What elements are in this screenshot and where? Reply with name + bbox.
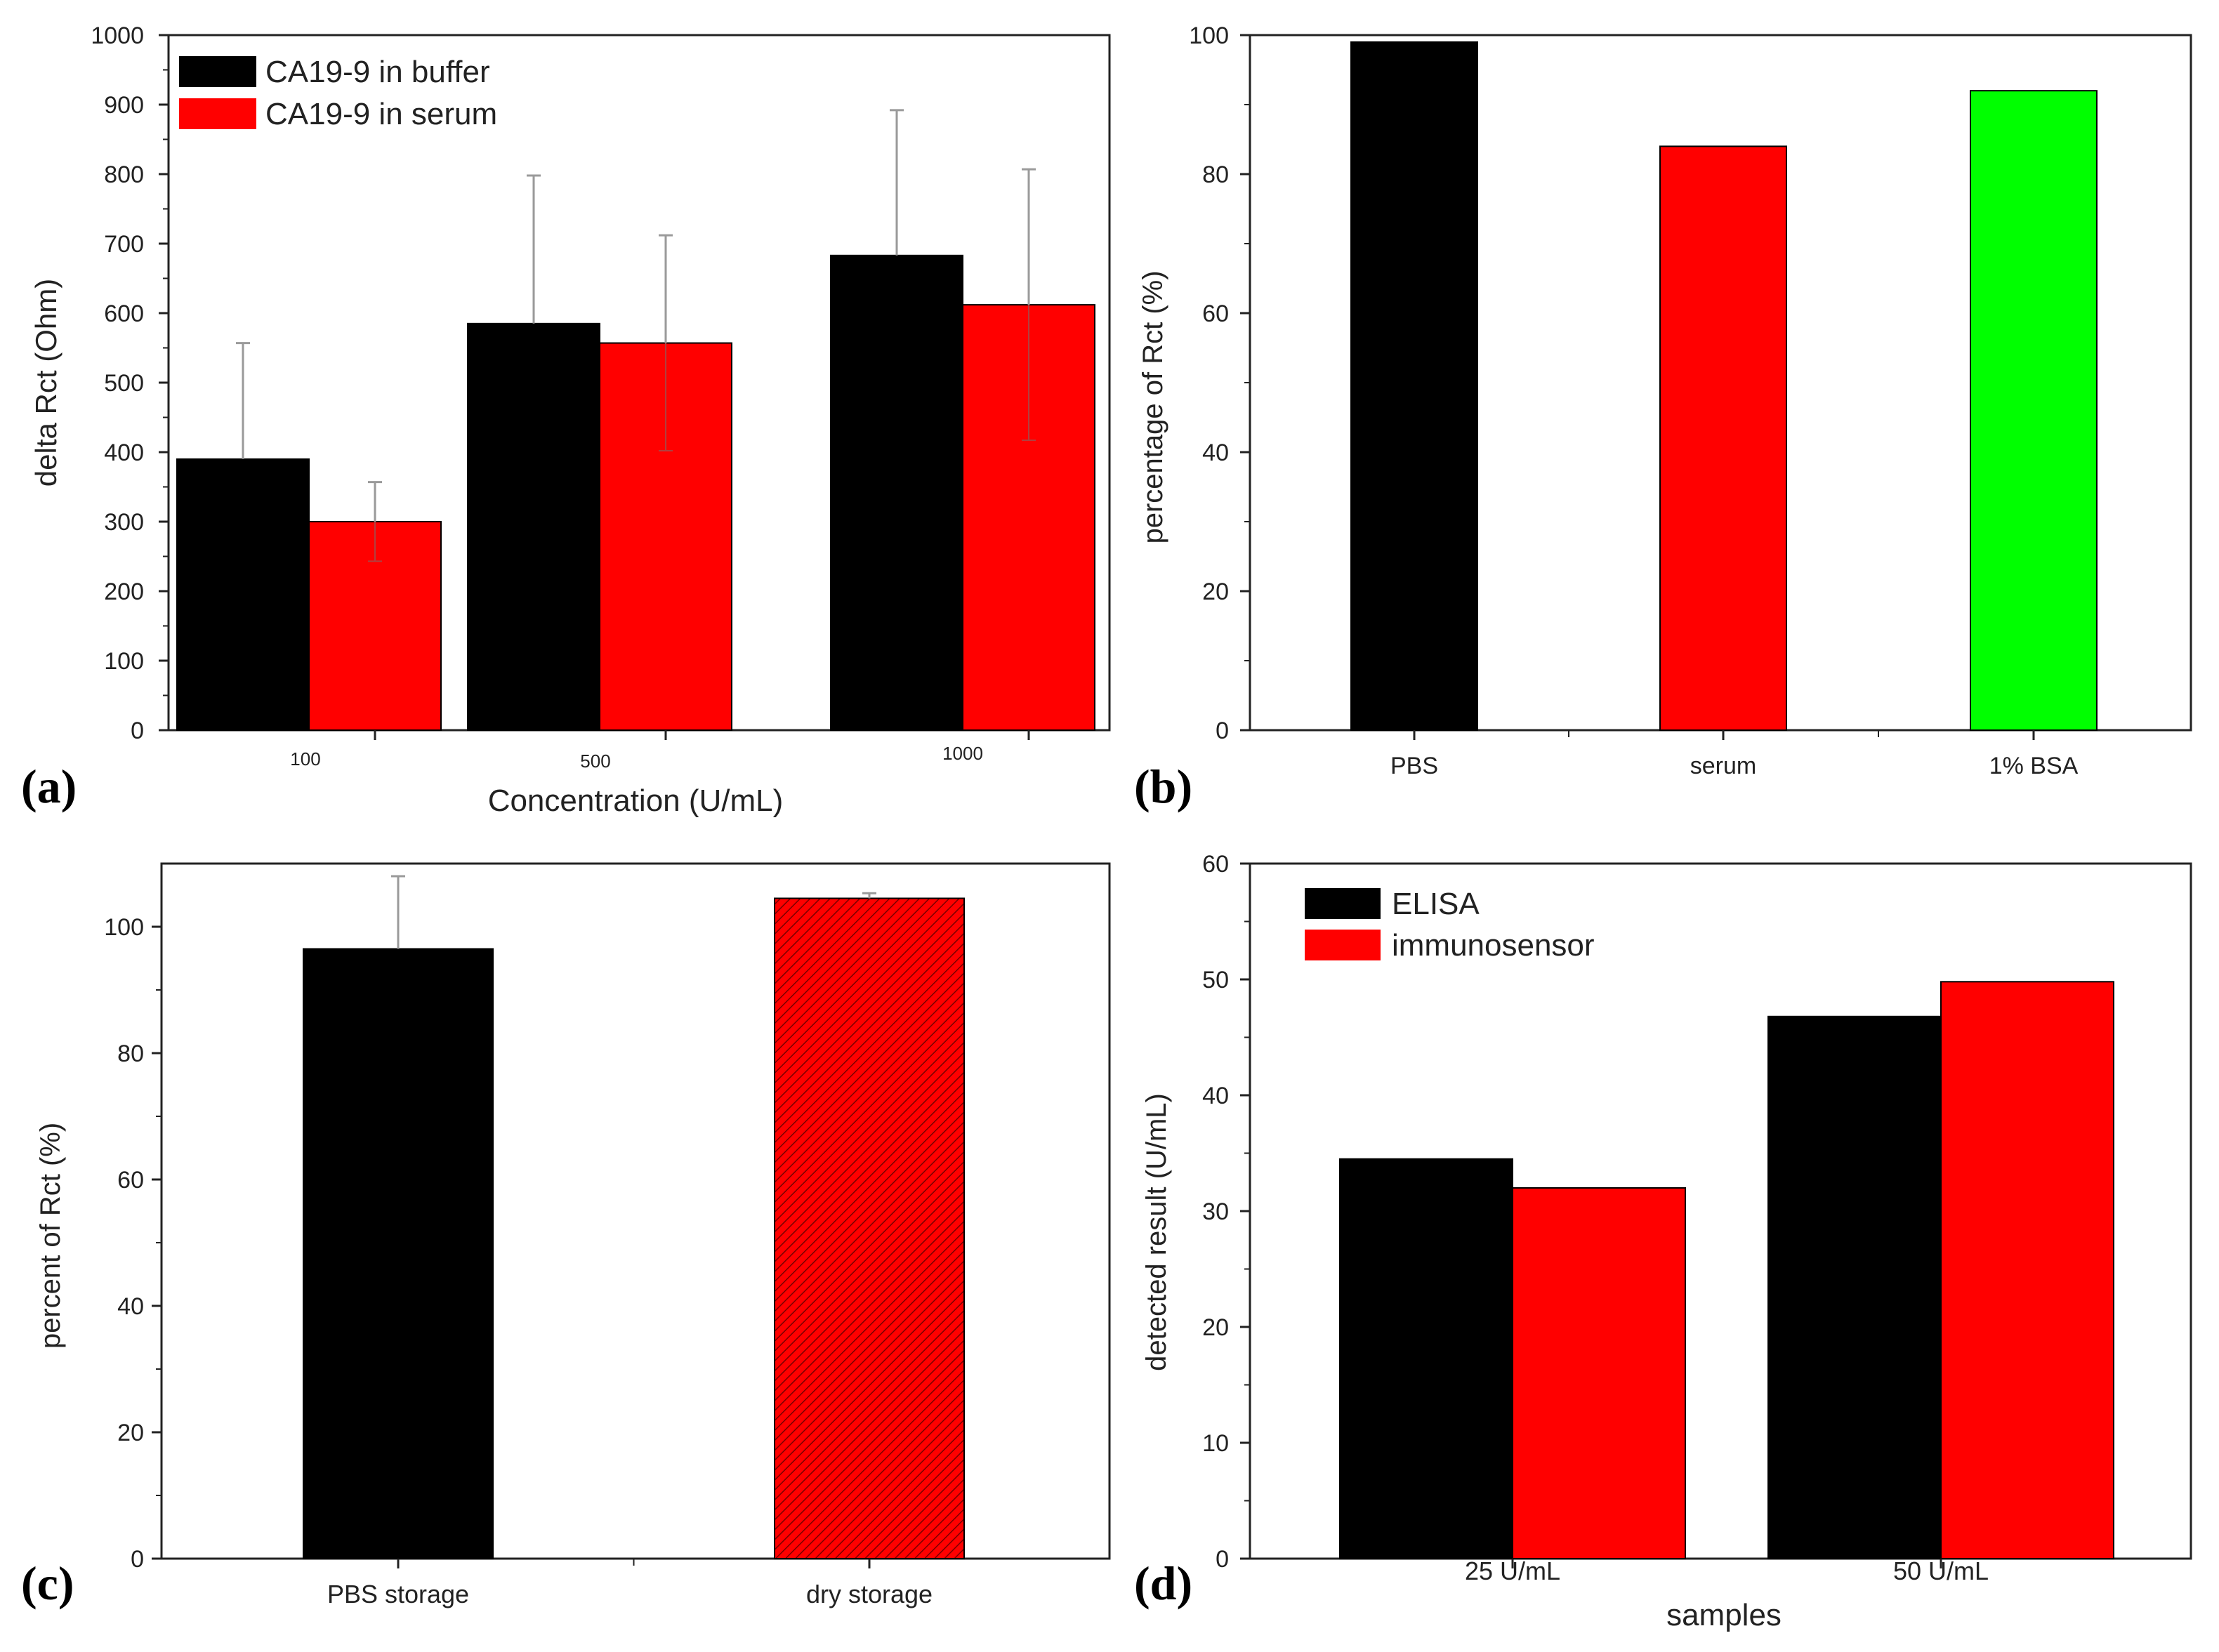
panel-a-y-tick-label: 200 (104, 579, 144, 605)
panel-b: 0 20 40 60 80 100 PBS serum 1% BSA percentage o… (1134, 22, 2192, 813)
legend-swatch-serum (179, 98, 256, 129)
panel-a-y-tick-label: 500 (104, 370, 144, 397)
panel-d-y-axis-label: detected result (U/mL) (1141, 1093, 1172, 1371)
panel-b-bar-0 (1350, 41, 1478, 731)
panel-b-y-tick-label: 100 (1189, 22, 1229, 49)
panel-b-letter: (b) (1134, 760, 1192, 813)
panel-a-bar-0-0 (176, 458, 310, 732)
panel-d: 0 10 20 30 40 50 60 25 U/mL 50 U/mL ELISA immun… (1134, 851, 2192, 1632)
panel-a-x-ticks: 100 500 1000 (290, 730, 1030, 772)
panel-d-y-tick-label: 30 (1202, 1198, 1229, 1225)
panel-d-bar-0-1 (1767, 1015, 1942, 1560)
legend-label-serum: CA19-9 in serum (265, 97, 497, 131)
panel-d-bar-0-0 (1339, 1158, 1513, 1559)
panel-a-x-tick-label: 100 (290, 748, 320, 769)
panel-c-y-tick-label: 0 (131, 1546, 144, 1573)
panel-d-y-tick-label: 50 (1202, 967, 1229, 993)
panel-a-y-tick-label: 300 (104, 509, 144, 536)
panel-c-y-axis-label: percent of Rct (%) (35, 1123, 66, 1349)
panel-a-y-tick-label: 100 (104, 648, 144, 675)
panel-d-y-tick-label: 0 (1216, 1546, 1229, 1573)
panel-b-bar-2 (1970, 90, 2098, 731)
panel-c-x-tick-label: PBS storage (327, 1580, 469, 1608)
panel-b-x-ticks: PBS serum 1% BSA (1390, 730, 2079, 779)
panel-a-y-tick-label: 0 (131, 718, 144, 744)
panel-c-x-ticks: PBS storage dry storage (327, 1559, 933, 1608)
panel-a-y-tick-label: 900 (104, 92, 144, 119)
panel-a-y-tick-label: 400 (104, 440, 144, 466)
panel-a-x-axis-label: Concentration (U/mL) (488, 784, 784, 818)
panel-d-x-tick-label: 25 U/mL (1465, 1557, 1560, 1585)
panel-d-letter: (d) (1134, 1557, 1192, 1610)
panel-b-y-tick-label: 20 (1202, 579, 1229, 605)
panel-b-x-tick-label: PBS (1390, 753, 1438, 779)
panel-c-y-tick-label: 80 (117, 1040, 144, 1067)
panel-d-bar-1-0 (1512, 1187, 1686, 1559)
panel-b-x-tick-label: serum (1690, 753, 1756, 779)
panel-d-y-tick-label: 60 (1202, 851, 1229, 878)
panel-c-letter: (c) (21, 1557, 74, 1610)
panel-a-x-tick-label: 1000 (942, 743, 983, 764)
panel-d-bar-1-1 (1940, 981, 2114, 1560)
legend-label-elisa: ELISA (1392, 887, 1480, 921)
panel-c: 0 20 40 60 80 100 PBS storage dry storage perc… (21, 862, 1111, 1610)
legend-swatch-elisa (1305, 888, 1381, 919)
panel-c-bar-1 (774, 897, 965, 1559)
panel-c-y-tick-label: 40 (117, 1293, 144, 1320)
panel-d-y-tick-label: 10 (1202, 1430, 1229, 1457)
panel-d-x-tick-label: 50 U/mL (1893, 1557, 1989, 1585)
legend-swatch-immunosensor (1305, 930, 1381, 960)
panel-b-marks (1350, 41, 2098, 731)
panel-b-y-ticks: 0 20 40 60 80 100 (1189, 22, 1250, 744)
panel-d-legend: ELISA immunosensor (1305, 887, 1595, 963)
panel-d-marks (1339, 981, 2114, 1560)
panel-c-plot-frame (160, 862, 1111, 1560)
panel-a-marks (176, 109, 1095, 732)
panel-c-y-tick-label: 20 (117, 1420, 144, 1446)
panel-d-y-tick-label: 40 (1202, 1083, 1229, 1109)
panel-a-y-tick-label: 700 (104, 231, 144, 258)
panel-a-y-tick-label: 600 (104, 300, 144, 327)
panel-b-y-tick-label: 60 (1202, 300, 1229, 327)
panel-b-y-tick-label: 40 (1202, 440, 1229, 466)
panel-c-y-tick-label: 60 (117, 1167, 144, 1194)
panel-a-y-ticks: 0 100 200 300 400 500 600 700 800 900 1000 (91, 22, 169, 744)
panel-b-x-tick-label: 1% BSA (1989, 753, 2079, 779)
panel-a-legend: CA19-9 in buffer CA19-9 in serum (179, 55, 497, 131)
panel-d-x-axis-label: samples (1666, 1598, 1782, 1632)
panel-d-y-ticks: 0 10 20 30 40 50 60 (1202, 851, 1250, 1573)
panel-a-y-tick-label: 1000 (91, 22, 144, 49)
panel-b-y-tick-label: 80 (1202, 161, 1229, 188)
panel-c-x-tick-label: dry storage (806, 1580, 933, 1608)
panel-a-y-axis-label: delta Rct (Ohm) (29, 279, 62, 487)
legend-label-immunosensor: immunosensor (1392, 928, 1595, 963)
panel-b-y-axis-label: percentage of Rct (%) (1138, 270, 1168, 543)
legend-label-buffer: CA19-9 in buffer (265, 55, 490, 89)
panel-a-y-tick-label: 800 (104, 161, 144, 188)
panel-a-letter: (a) (21, 760, 77, 813)
panel-b-bar-1 (1659, 145, 1787, 731)
panel-d-y-tick-label: 20 (1202, 1314, 1229, 1341)
panel-a-bar-0-2 (830, 254, 963, 731)
legend-swatch-buffer (179, 56, 256, 87)
panel-a-bar-0-1 (467, 322, 600, 732)
panel-a-x-tick-label: 500 (580, 751, 610, 772)
panel-d-x-ticks: 25 U/mL 50 U/mL (1465, 1557, 1989, 1585)
panel-c-bar-0 (303, 948, 494, 1559)
panel-c-marks (303, 875, 965, 1559)
panel-c-y-tick-label: 100 (104, 914, 144, 941)
panel-c-y-ticks: 0 20 40 60 80 100 (104, 914, 162, 1573)
panel-b-y-tick-label: 0 (1216, 718, 1229, 744)
